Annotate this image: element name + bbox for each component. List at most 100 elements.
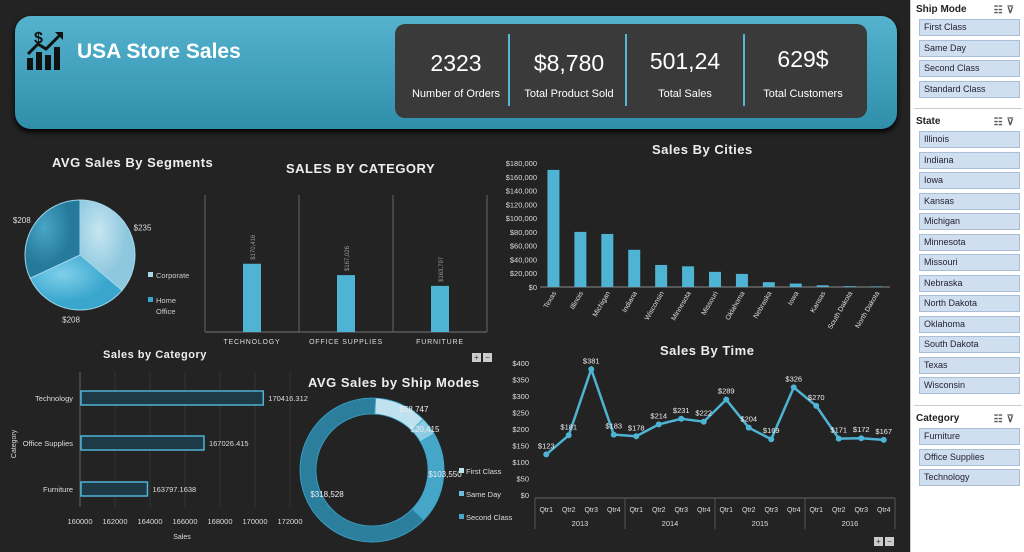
slicer-item[interactable]: Standard Class [919,80,1020,98]
legend-label: First Class [466,467,502,476]
tick-label: $250 [512,409,529,418]
tick-label: Qtr2 [652,507,666,514]
slicer-item[interactable]: Michigan [919,213,1020,230]
segments-pie-chart: $235 $208 $208 Corporate Home Office [13,199,189,324]
slicer-item[interactable]: Same Day [919,39,1020,57]
kpi-label: Total Sales [658,88,712,100]
tick-label: 164000 [137,517,162,526]
slicer-item[interactable]: Office Supplies [919,448,1020,466]
slicer-title: State [916,116,941,127]
slicer-item[interactable]: South Dakota [919,336,1020,353]
expand-button[interactable]: + [472,353,481,362]
bar [709,271,721,287]
bar [816,285,829,287]
tick-label: $80,000 [510,228,537,237]
slicer-item[interactable]: Oklahoma [919,315,1020,333]
legend-label: Second Class [466,513,513,522]
legend-label: Office [156,307,175,316]
data-label: $231 [673,406,690,415]
tick-label: $60,000 [510,242,537,251]
slicer-item[interactable]: Texas [919,356,1020,374]
slicer-item[interactable]: Furniture [919,428,1020,445]
tick-label: $300 [512,392,529,401]
slicer-item[interactable]: Kansas [919,192,1020,210]
multi-select-icon[interactable]: ☷⊽ [993,414,1018,425]
slicer-item[interactable]: Illinois [919,131,1020,148]
category-chart-title: SALES BY CATEGORY [286,161,436,176]
kpi-orders: 2323 Number of Orders [403,24,509,118]
data-label: $20,415 [411,425,440,434]
bar [243,263,261,332]
bar [843,286,856,287]
data-point [858,435,865,442]
page-title: USA Store Sales [77,40,241,63]
slicer-item[interactable]: Missouri [919,254,1020,271]
tick-label: Wisconsin [644,290,666,321]
data-label: $326 [785,374,802,383]
tick-label: $350 [512,376,529,385]
divider [914,405,1022,406]
legend-swatch [148,272,153,277]
tick-label: $150 [512,442,529,451]
expand-button[interactable]: + [874,537,883,546]
slicer-panel: Ship Mode ☷⊽ First Class Same Day Second … [910,0,1024,552]
tick-label: $120,000 [506,200,537,209]
slicer-item[interactable]: Nebraska [919,274,1020,292]
data-point [700,418,707,425]
collapse-button[interactable]: − [483,353,492,362]
tick-label: Furniture [43,485,73,494]
data-label: $289 [718,387,735,396]
multi-select-icon[interactable]: ☷⊽ [993,5,1018,16]
tick-label: 160000 [67,517,92,526]
data-point [745,424,752,431]
legend-swatch [459,491,464,496]
segments-chart-title: AVG Sales By Segments [52,155,214,170]
slicer-title: Category [916,413,960,424]
pie-slice [24,199,81,279]
data-label: $214 [650,411,667,420]
tick-label: Office Supplies [23,439,74,448]
data-label: 167026.415 [209,439,249,448]
data-label: $381 [583,356,600,365]
tick-label: $20,000 [510,269,537,278]
kpi-label: Number of Orders [411,88,501,100]
tick-label: Qtr4 [607,507,621,514]
data-point [543,451,550,458]
tick-label: Indiana [621,290,639,313]
tick-label: 2013 [572,519,589,528]
multi-select-icon[interactable]: ☷⊽ [993,117,1018,128]
bar [682,266,695,287]
tick-label: $100,000 [506,214,537,223]
shipmodes-donut-chart: $58,747 $20,415 $103,550 $318,528 First Clas… [299,397,513,543]
tick-label: 2014 [662,519,679,528]
data-label: $58,747 [400,405,429,414]
time-line-chart: $0 $50 $100 $150 $200 $250 $300 $350 $400 $123 Qtr… [512,356,896,529]
slicer-item[interactable]: Technology [919,469,1020,486]
data-label: $167 [875,427,892,436]
collapse-button[interactable]: − [885,537,894,546]
tick-label: Qtr1 [809,507,823,514]
tick-label: 172000 [277,517,302,526]
tick-label: Texas [543,290,558,310]
slicer-item[interactable]: Indiana [919,151,1020,169]
slicer-header: State ☷⊽ [914,113,1022,131]
slicer-item[interactable]: Second Class [919,60,1020,77]
data-label: $123 [538,441,555,450]
slicer-item[interactable]: North Dakota [919,295,1020,312]
tick-label: $50 [516,475,529,484]
data-point [835,435,842,442]
slicer-item[interactable]: Minnesota [919,233,1020,251]
tick-label: Kansas [810,290,828,314]
legend-swatch [148,297,153,302]
data-label: 163797.1638 [152,485,196,494]
bar [735,273,748,287]
slicer-item[interactable]: Iowa [919,172,1020,189]
tick-label: 2016 [842,519,859,528]
slicer-item[interactable]: Wisconsin [919,377,1020,394]
data-point [678,415,685,422]
data-label: $169 [763,426,780,435]
tick-label: OFFICE SUPPLIES [309,339,383,346]
slicer-item[interactable]: First Class [919,19,1020,36]
pie-slice [79,199,136,292]
bar [337,275,355,332]
